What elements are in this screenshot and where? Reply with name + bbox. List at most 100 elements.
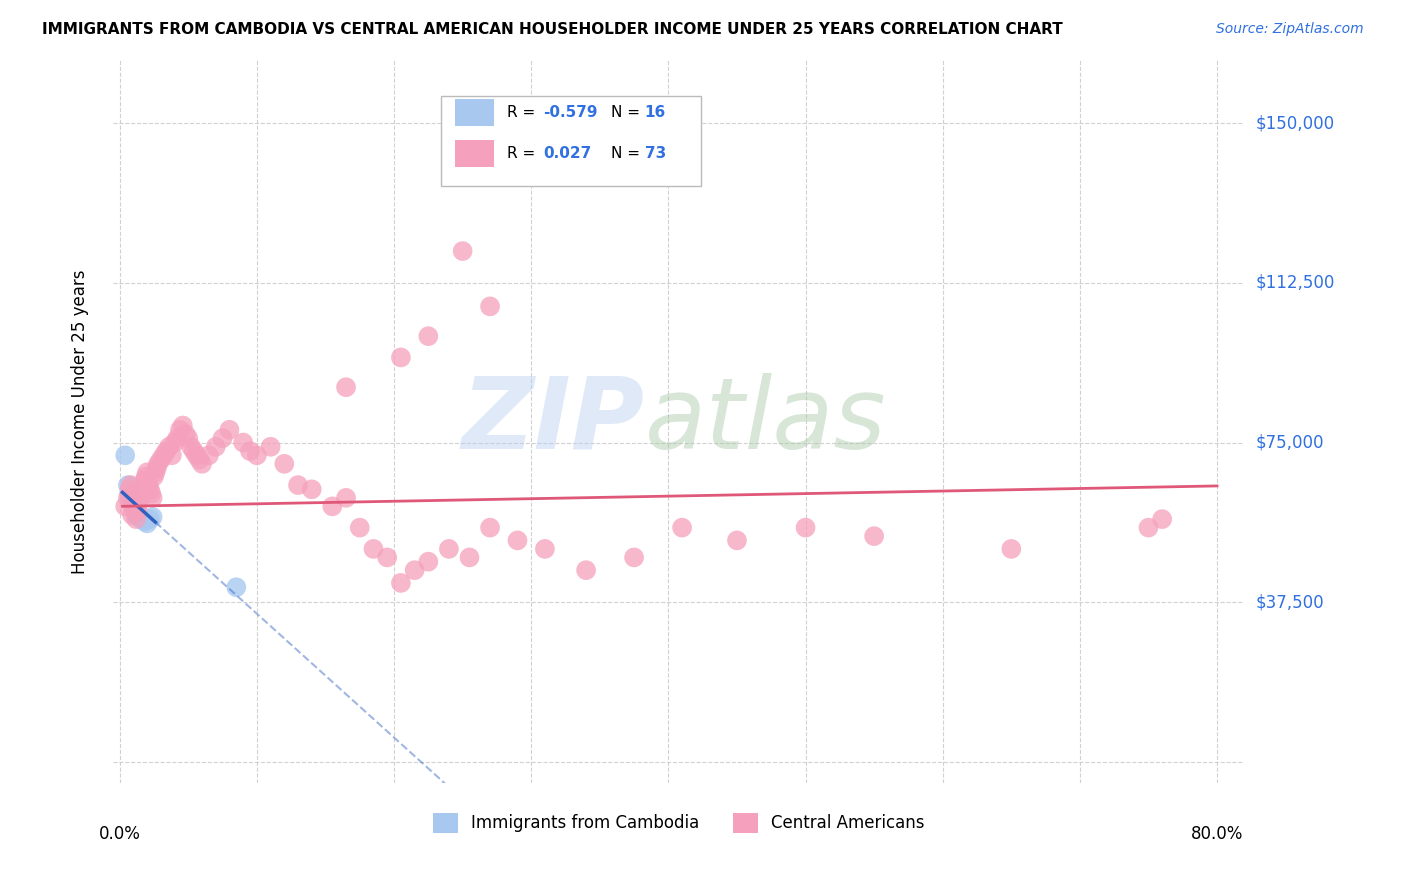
- Point: [259, 440, 281, 454]
- Text: R =: R =: [506, 105, 540, 120]
- Point: [794, 521, 817, 535]
- Point: [1152, 512, 1174, 526]
- Point: [124, 503, 146, 517]
- Point: [155, 444, 177, 458]
- Point: [127, 503, 149, 517]
- Point: [157, 440, 180, 454]
- Point: [451, 244, 474, 258]
- Point: [141, 486, 163, 500]
- Point: [127, 508, 149, 522]
- Point: [120, 491, 142, 505]
- Point: [389, 576, 412, 591]
- Point: [198, 448, 221, 462]
- Text: ZIP: ZIP: [461, 373, 645, 470]
- Point: [163, 435, 186, 450]
- Point: [166, 431, 188, 445]
- Point: [145, 461, 167, 475]
- Point: [114, 500, 136, 514]
- Point: [232, 435, 254, 450]
- Point: [183, 444, 205, 458]
- Point: [138, 478, 160, 492]
- FancyBboxPatch shape: [441, 95, 702, 186]
- Point: [118, 483, 141, 497]
- Point: [389, 351, 412, 365]
- Text: IMMIGRANTS FROM CAMBODIA VS CENTRAL AMERICAN HOUSEHOLDER INCOME UNDER 25 YEARS C: IMMIGRANTS FROM CAMBODIA VS CENTRAL AMER…: [42, 22, 1063, 37]
- Point: [139, 512, 162, 526]
- Point: [1137, 521, 1160, 535]
- Point: [117, 478, 139, 492]
- Text: 16: 16: [645, 105, 666, 120]
- Point: [131, 483, 153, 497]
- Y-axis label: Householder Income Under 25 years: Householder Income Under 25 years: [72, 269, 89, 574]
- Legend: Immigrants from Cambodia, Central Americans: Immigrants from Cambodia, Central Americ…: [426, 806, 931, 839]
- Point: [246, 448, 269, 462]
- Point: [135, 469, 157, 483]
- Point: [122, 500, 145, 514]
- Point: [132, 478, 155, 492]
- Point: [335, 491, 357, 505]
- Point: [169, 423, 191, 437]
- Point: [160, 448, 183, 462]
- Point: [418, 555, 440, 569]
- Point: [131, 512, 153, 526]
- Point: [128, 495, 150, 509]
- Point: [671, 521, 693, 535]
- Text: 73: 73: [645, 146, 666, 161]
- Point: [136, 516, 159, 531]
- Point: [534, 541, 557, 556]
- Point: [204, 440, 226, 454]
- Text: $150,000: $150,000: [1256, 114, 1334, 132]
- Point: [118, 486, 141, 500]
- Point: [122, 500, 145, 514]
- Point: [152, 448, 174, 462]
- Point: [375, 550, 398, 565]
- Point: [145, 466, 167, 480]
- Point: [575, 563, 598, 577]
- Point: [125, 508, 148, 522]
- Point: [174, 427, 197, 442]
- Point: [479, 299, 502, 313]
- Point: [437, 541, 460, 556]
- Point: [725, 533, 748, 548]
- Text: Source: ZipAtlas.com: Source: ZipAtlas.com: [1216, 22, 1364, 37]
- Point: [404, 563, 426, 577]
- Text: $112,500: $112,500: [1256, 274, 1336, 292]
- Point: [335, 380, 357, 394]
- Text: -0.579: -0.579: [543, 105, 598, 120]
- Point: [191, 457, 214, 471]
- Point: [134, 474, 156, 488]
- Bar: [454, 99, 495, 126]
- Point: [143, 469, 166, 483]
- Text: $75,000: $75,000: [1256, 434, 1324, 451]
- Point: [186, 448, 208, 462]
- Point: [363, 541, 385, 556]
- Point: [134, 514, 156, 528]
- Point: [142, 510, 165, 524]
- Text: 0.0%: 0.0%: [98, 825, 141, 844]
- Point: [125, 512, 148, 526]
- Point: [121, 508, 143, 522]
- Text: 80.0%: 80.0%: [1191, 825, 1243, 844]
- Point: [623, 550, 645, 565]
- Point: [172, 418, 194, 433]
- Point: [180, 440, 202, 454]
- Point: [124, 486, 146, 500]
- Point: [128, 510, 150, 524]
- Point: [177, 431, 200, 445]
- Point: [1000, 541, 1022, 556]
- Point: [479, 521, 502, 535]
- Text: $37,500: $37,500: [1256, 593, 1324, 611]
- Point: [418, 329, 440, 343]
- Text: atlas: atlas: [645, 373, 886, 470]
- Point: [121, 495, 143, 509]
- Point: [136, 466, 159, 480]
- Text: N =: N =: [610, 105, 644, 120]
- Point: [225, 580, 247, 594]
- Point: [114, 448, 136, 462]
- Point: [863, 529, 886, 543]
- Point: [287, 478, 309, 492]
- Point: [117, 491, 139, 505]
- Text: R =: R =: [506, 146, 540, 161]
- Point: [129, 491, 152, 505]
- Bar: [454, 140, 495, 168]
